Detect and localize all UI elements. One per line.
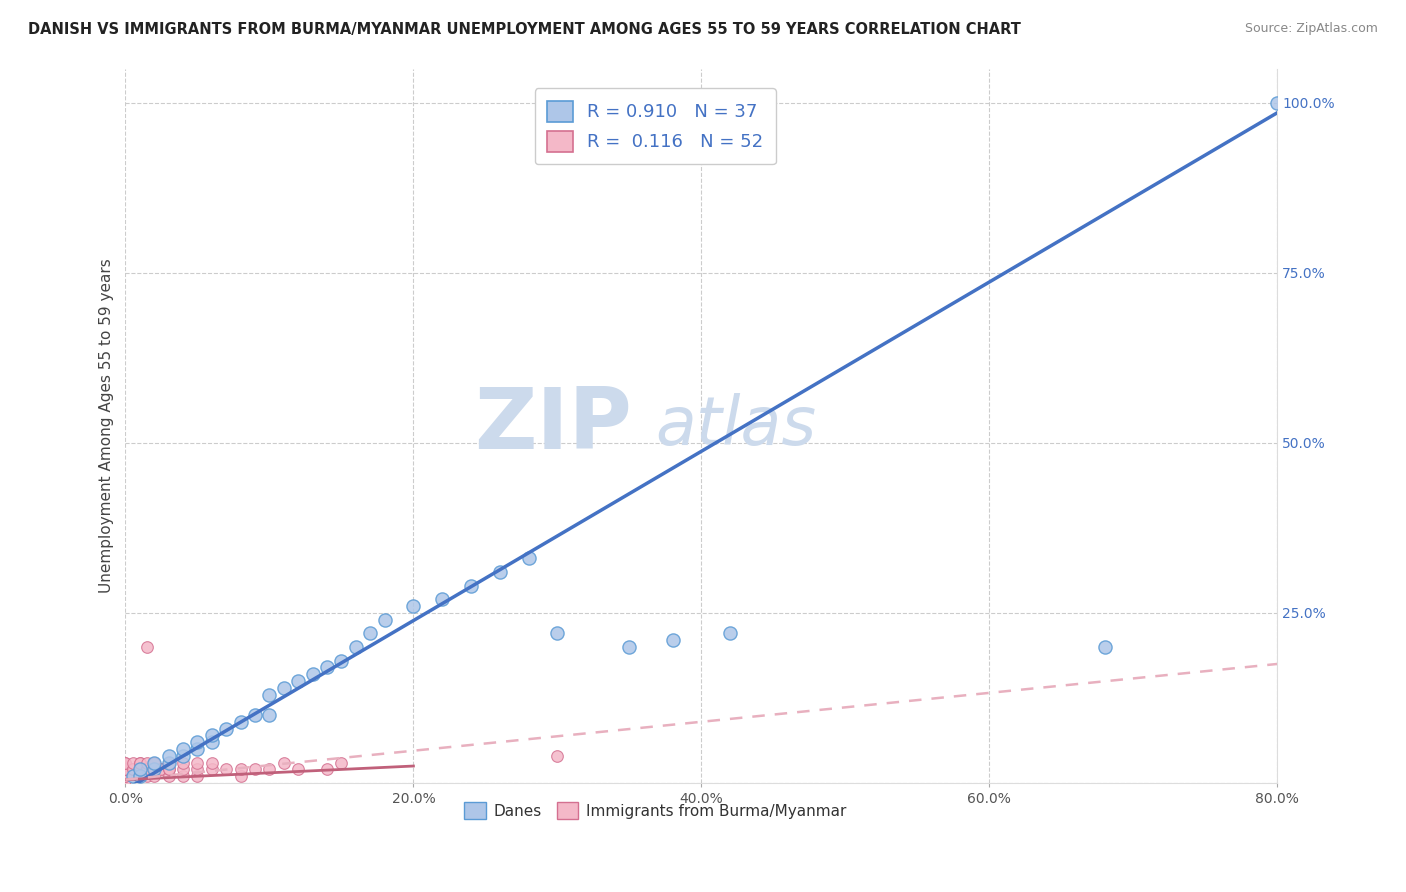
Point — [1094, 640, 1116, 654]
Point — [172, 769, 194, 783]
Point — [136, 763, 159, 777]
Point — [488, 565, 510, 579]
Point — [344, 640, 367, 654]
Point — [143, 763, 166, 777]
Point — [128, 769, 150, 783]
Point — [114, 769, 136, 783]
Point — [287, 673, 309, 688]
Point — [136, 763, 159, 777]
Point — [517, 551, 540, 566]
Point — [114, 756, 136, 770]
Point — [121, 763, 143, 777]
Point — [143, 763, 166, 777]
Point — [186, 763, 208, 777]
Point — [114, 763, 136, 777]
Point — [157, 756, 180, 770]
Point — [259, 763, 281, 777]
Point — [215, 722, 238, 736]
Point — [114, 769, 136, 783]
Text: Source: ZipAtlas.com: Source: ZipAtlas.com — [1244, 22, 1378, 36]
Point — [150, 763, 173, 777]
Point — [229, 763, 252, 777]
Y-axis label: Unemployment Among Ages 55 to 59 years: Unemployment Among Ages 55 to 59 years — [100, 259, 114, 593]
Point — [150, 763, 173, 777]
Point — [128, 756, 150, 770]
Point — [1265, 95, 1288, 110]
Point — [661, 633, 683, 648]
Point — [128, 763, 150, 777]
Point — [114, 756, 136, 770]
Point — [330, 756, 353, 770]
Point — [259, 708, 281, 723]
Point — [201, 735, 224, 749]
Point — [157, 769, 180, 783]
Point — [121, 769, 143, 783]
Point — [546, 748, 568, 763]
Point — [172, 742, 194, 756]
Point — [243, 708, 266, 723]
Point — [460, 579, 482, 593]
Point — [301, 667, 323, 681]
Point — [287, 763, 309, 777]
Point — [432, 592, 454, 607]
Point — [259, 688, 281, 702]
Point — [546, 626, 568, 640]
Point — [316, 763, 339, 777]
Point — [157, 763, 180, 777]
Point — [143, 756, 166, 770]
Point — [136, 769, 159, 783]
Point — [402, 599, 425, 613]
Point — [186, 769, 208, 783]
Point — [114, 772, 136, 787]
Point — [143, 769, 166, 783]
Point — [128, 769, 150, 783]
Point — [215, 763, 238, 777]
Point — [128, 756, 150, 770]
Point — [273, 681, 295, 695]
Point — [114, 763, 136, 777]
Point — [157, 756, 180, 770]
Point — [316, 660, 339, 674]
Point — [128, 763, 150, 777]
Point — [157, 763, 180, 777]
Point — [186, 735, 208, 749]
Text: DANISH VS IMMIGRANTS FROM BURMA/MYANMAR UNEMPLOYMENT AMONG AGES 55 TO 59 YEARS C: DANISH VS IMMIGRANTS FROM BURMA/MYANMAR … — [28, 22, 1021, 37]
Point — [172, 763, 194, 777]
Point — [136, 640, 159, 654]
Point — [128, 769, 150, 783]
Point — [273, 756, 295, 770]
Legend: Danes, Immigrants from Burma/Myanmar: Danes, Immigrants from Burma/Myanmar — [458, 796, 852, 825]
Point — [374, 613, 396, 627]
Point — [330, 654, 353, 668]
Point — [243, 763, 266, 777]
Point — [201, 728, 224, 742]
Point — [143, 756, 166, 770]
Point — [172, 748, 194, 763]
Point — [718, 626, 741, 640]
Point — [114, 763, 136, 777]
Point — [172, 756, 194, 770]
Point — [128, 763, 150, 777]
Point — [201, 763, 224, 777]
Point — [201, 756, 224, 770]
Point — [359, 626, 381, 640]
Point — [143, 756, 166, 770]
Point — [186, 756, 208, 770]
Text: atlas: atlas — [655, 392, 817, 458]
Point — [186, 742, 208, 756]
Point — [136, 756, 159, 770]
Point — [121, 769, 143, 783]
Point — [229, 714, 252, 729]
Point — [619, 640, 641, 654]
Point — [157, 748, 180, 763]
Text: ZIP: ZIP — [474, 384, 633, 467]
Point — [121, 756, 143, 770]
Point — [121, 763, 143, 777]
Point — [143, 763, 166, 777]
Point — [229, 769, 252, 783]
